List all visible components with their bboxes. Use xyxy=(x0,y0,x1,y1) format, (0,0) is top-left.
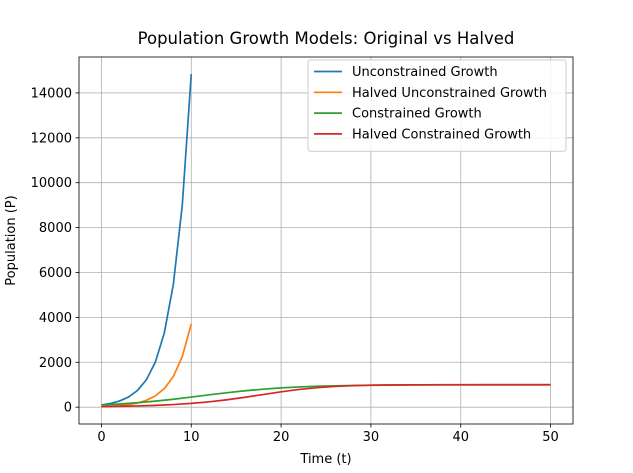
legend-label: Unconstrained Growth xyxy=(352,65,498,80)
legend-box xyxy=(307,59,567,152)
x-axis-title: Time (t) xyxy=(299,452,351,467)
plot-frame xyxy=(78,56,574,425)
y-tick-label: 0 xyxy=(64,401,72,416)
y-tick-label: 2000 xyxy=(39,356,72,371)
x-tick-label: 40 xyxy=(452,430,469,445)
legend: Unconstrained Growth Halved Unconstrained… xyxy=(307,59,567,152)
y-tick-label: 6000 xyxy=(39,266,72,281)
axis-ticks: 0 10 20 30 40 50 0 2000 4000 6000 8000 10000 12000 14… xyxy=(31,86,559,445)
legend-label: Halved Constrained Growth xyxy=(352,127,531,142)
y-tick-label: 4000 xyxy=(39,311,72,326)
series-lines xyxy=(101,73,551,408)
series-line-1 xyxy=(101,73,193,406)
series-line-4 xyxy=(101,383,551,408)
y-tick-label: 8000 xyxy=(39,221,72,236)
y-tick-label: 10000 xyxy=(31,176,72,191)
y-tick-label: 14000 xyxy=(31,86,72,101)
x-tick-label: 20 xyxy=(273,430,290,445)
series-line-2 xyxy=(101,323,193,408)
x-tick-label: 30 xyxy=(363,430,380,445)
legend-label: Halved Unconstrained Growth xyxy=(352,86,547,101)
chart-title: Population Growth Models: Original vs Ha… xyxy=(138,29,515,48)
x-tick-label: 0 xyxy=(97,430,105,445)
legend-label: Constrained Growth xyxy=(352,107,482,122)
x-tick-label: 50 xyxy=(542,430,559,445)
y-tick-label: 12000 xyxy=(31,131,72,146)
y-axis-title: Population (P) xyxy=(4,195,19,285)
x-tick-label: 10 xyxy=(183,430,200,445)
